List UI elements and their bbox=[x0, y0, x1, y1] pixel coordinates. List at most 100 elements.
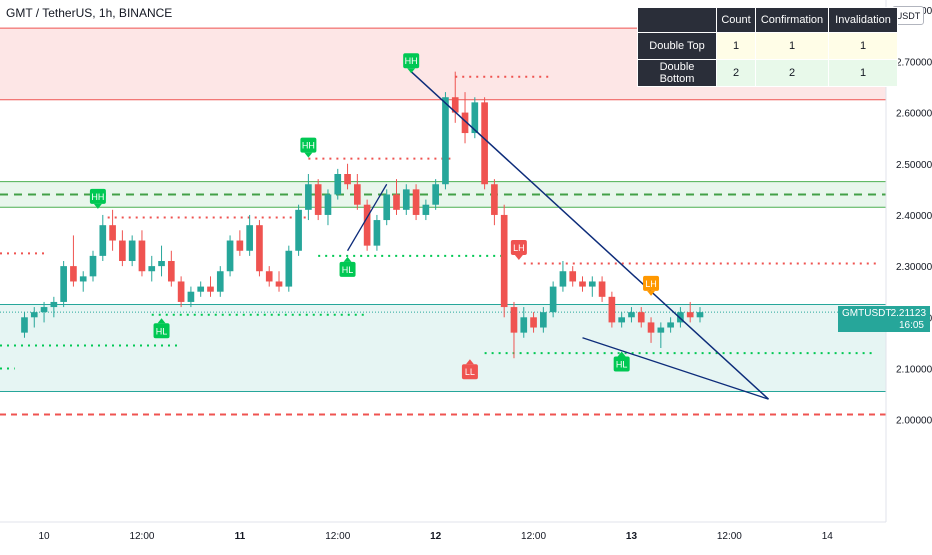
short-trend-line bbox=[346, 183, 388, 252]
candle bbox=[628, 307, 635, 323]
candle bbox=[275, 271, 283, 292]
double-top-count: 1 bbox=[716, 32, 756, 60]
descending-trend-line bbox=[410, 71, 770, 400]
candle bbox=[256, 220, 263, 277]
candle bbox=[598, 276, 606, 302]
x-tick-label: 10 bbox=[38, 531, 50, 542]
candle bbox=[236, 230, 244, 256]
pivot-label-text: HL bbox=[616, 360, 628, 370]
x-tick-label: 12:00 bbox=[717, 531, 742, 542]
x-tick-label: 12 bbox=[430, 531, 442, 542]
candle bbox=[187, 286, 195, 308]
candle-body bbox=[60, 266, 67, 302]
chart-title: GMT / TetherUS, 1h, BINANCE bbox=[6, 6, 173, 20]
current-price-tag: GMTUSDT 2.21123 16:05 bbox=[838, 306, 930, 333]
x-tick-label: 12:00 bbox=[129, 531, 154, 542]
candle-body bbox=[422, 204, 430, 215]
candle bbox=[569, 266, 577, 287]
y-tick-label: 2.60000 bbox=[896, 109, 932, 120]
candle bbox=[40, 301, 48, 323]
candle bbox=[402, 184, 410, 215]
pivot-label-pointer bbox=[514, 255, 523, 260]
candle-body bbox=[608, 296, 616, 323]
candle bbox=[442, 92, 449, 190]
candle bbox=[686, 301, 694, 323]
candle bbox=[177, 276, 185, 308]
candle-body bbox=[373, 220, 381, 246]
candle-body bbox=[540, 312, 547, 328]
x-tick-label: 14 bbox=[822, 531, 834, 542]
candle bbox=[21, 312, 28, 338]
y-tick-label: 2.40000 bbox=[896, 211, 932, 222]
candle bbox=[559, 261, 567, 292]
currency-button[interactable]: USDT bbox=[892, 6, 924, 25]
candle-body bbox=[647, 322, 655, 333]
candle-body bbox=[471, 102, 479, 134]
candle bbox=[657, 322, 665, 348]
candle bbox=[119, 230, 126, 267]
candle-body bbox=[491, 184, 498, 215]
candle-body bbox=[520, 317, 528, 333]
candle-body bbox=[549, 286, 557, 313]
candle bbox=[158, 245, 165, 277]
pivot-label-text: LH bbox=[645, 279, 657, 289]
pivot-label-box bbox=[300, 137, 317, 153]
candle-body bbox=[314, 184, 322, 215]
header-invalidation: Invalidation bbox=[828, 7, 898, 33]
candle-body bbox=[363, 204, 371, 246]
candle bbox=[530, 312, 537, 333]
candle bbox=[461, 92, 469, 144]
candle-body bbox=[451, 97, 459, 113]
row-label-double-bottom: Double Bottom bbox=[637, 59, 717, 87]
candle bbox=[510, 301, 518, 359]
candle-body bbox=[598, 281, 606, 297]
pattern-table-header: Count Confirmation Invalidation bbox=[637, 7, 898, 33]
candle-body bbox=[207, 286, 214, 292]
candle-body bbox=[275, 281, 283, 287]
candle-body bbox=[657, 327, 665, 333]
candle-body bbox=[334, 174, 342, 195]
header-confirmation: Confirmation bbox=[755, 7, 829, 33]
candle bbox=[579, 276, 586, 292]
pivot-label-hl: HL bbox=[613, 351, 630, 372]
candle bbox=[216, 266, 224, 297]
candle-body bbox=[305, 184, 312, 210]
candle-body bbox=[432, 184, 439, 205]
y-tick-label: 2.70000 bbox=[896, 57, 932, 68]
y-tick-label: 2.30000 bbox=[896, 262, 932, 273]
candle-body bbox=[128, 240, 136, 261]
candle-body bbox=[246, 225, 253, 251]
candle-body bbox=[138, 240, 146, 272]
candle-body bbox=[637, 312, 645, 323]
y-tick-label: 2.10000 bbox=[896, 364, 932, 375]
candle bbox=[246, 214, 253, 256]
candle bbox=[481, 97, 488, 190]
candle-body bbox=[167, 261, 175, 282]
candle bbox=[138, 230, 146, 277]
candle-body bbox=[226, 240, 234, 272]
candle bbox=[373, 214, 381, 251]
double-bottom-confirmation: 2 bbox=[755, 59, 829, 87]
pivot-label-hl: HL bbox=[153, 318, 170, 339]
pivot-label-pointer bbox=[465, 359, 474, 365]
candle-body bbox=[30, 312, 38, 318]
y-tick-label: 2.00000 bbox=[896, 416, 932, 427]
candle-body bbox=[50, 301, 58, 308]
candle bbox=[451, 71, 459, 123]
double-bottom-count: 2 bbox=[716, 59, 756, 87]
pivot-label-box bbox=[613, 356, 630, 372]
pivot-label-hh: HH bbox=[300, 137, 317, 158]
candle bbox=[197, 281, 205, 297]
candle bbox=[265, 266, 273, 287]
candle-body bbox=[70, 266, 77, 282]
candle bbox=[128, 235, 136, 267]
candle bbox=[30, 307, 38, 328]
candle bbox=[500, 204, 508, 318]
pivot-label-pointer bbox=[617, 351, 626, 357]
header-count: Count bbox=[716, 7, 756, 33]
pivot-label-text: HL bbox=[156, 326, 168, 336]
pivot-label-box bbox=[89, 188, 106, 204]
pivot-label-box bbox=[510, 240, 527, 255]
price-tag-price: 2.21123 bbox=[890, 308, 926, 320]
pivot-label-text: HH bbox=[405, 56, 418, 66]
